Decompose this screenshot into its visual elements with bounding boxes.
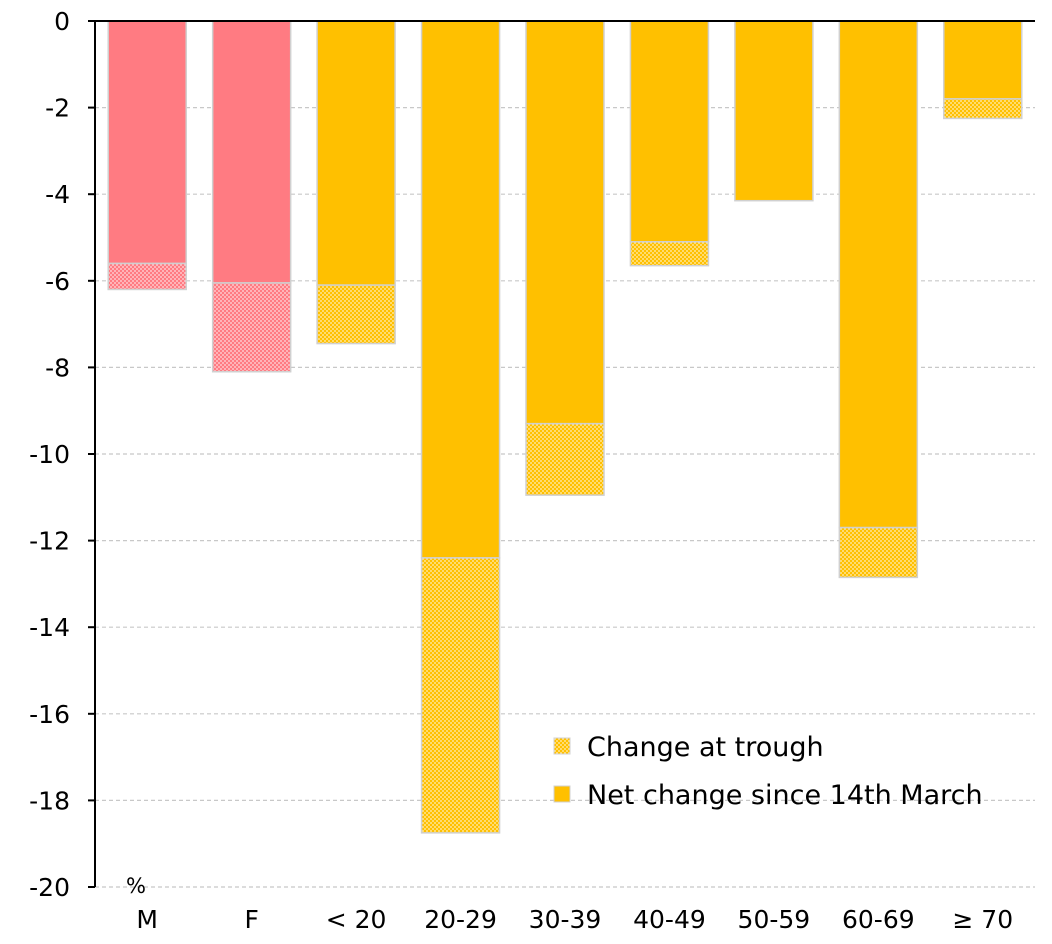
bar-segment-trough xyxy=(525,422,605,496)
axes xyxy=(88,20,1035,888)
x-category-label: 50-59 xyxy=(738,905,811,934)
bar-segment-net xyxy=(211,20,292,284)
bar-segment-trough xyxy=(107,262,187,291)
legend-label: Net change since 14th March xyxy=(587,780,983,811)
bar-segment-trough xyxy=(316,284,396,345)
bar-segment-net xyxy=(734,20,814,202)
y-tick-label: -4 xyxy=(45,180,70,209)
y-tick-label: -8 xyxy=(45,353,70,382)
y-tick-label: 0 xyxy=(54,7,70,36)
bar-segment-net xyxy=(316,20,396,286)
y-tick-label: -12 xyxy=(29,527,70,556)
y-tick-label: -20 xyxy=(29,873,70,902)
bar-segment-trough xyxy=(420,557,501,834)
y-tick-label: -16 xyxy=(29,700,70,729)
x-category-label: F xyxy=(244,905,258,934)
y-tick-label: -14 xyxy=(29,613,70,642)
x-category-label: ≥ 70 xyxy=(952,905,1013,934)
y-tick-label: -10 xyxy=(29,440,70,469)
x-category-label: M xyxy=(136,905,158,934)
legend-swatch-net xyxy=(553,785,571,803)
x-category-labels: M F < 20 20-29 30-39 40-49 50-59 60-69 ≥ 70 xyxy=(136,905,1013,934)
bar-segment-trough xyxy=(838,526,919,579)
y-tick-labels: 0 -2 -4 -6 -8 -10 -12 -14 -16 -18 -20 xyxy=(29,7,70,902)
bar-segment-trough xyxy=(943,98,1023,120)
x-category-label: 20-29 xyxy=(424,905,497,934)
x-category-label: 60-69 xyxy=(842,905,915,934)
x-category-label: 40-49 xyxy=(633,905,706,934)
bars xyxy=(107,20,1023,834)
bar-segment-net xyxy=(107,20,187,265)
legend-swatch-trough xyxy=(553,737,571,755)
bar-segment-trough xyxy=(629,241,710,267)
y-tick-label: -2 xyxy=(45,94,70,123)
bar-segment-net xyxy=(943,20,1023,100)
legend: Change at trough Net change since 14th Ma… xyxy=(553,732,983,811)
x-category-label: < 20 xyxy=(326,905,387,934)
bar-segment-net xyxy=(838,20,919,529)
bar-segment-trough xyxy=(211,282,292,373)
y-tick-label: -6 xyxy=(45,267,70,296)
bar-segment-net xyxy=(525,20,605,425)
legend-label: Change at trough xyxy=(587,732,824,763)
bar-segment-net xyxy=(420,20,501,559)
y-unit-label: % xyxy=(126,874,146,898)
y-tick-label: -18 xyxy=(29,786,70,815)
x-category-label: 30-39 xyxy=(529,905,602,934)
bar-segment-net xyxy=(629,20,710,243)
